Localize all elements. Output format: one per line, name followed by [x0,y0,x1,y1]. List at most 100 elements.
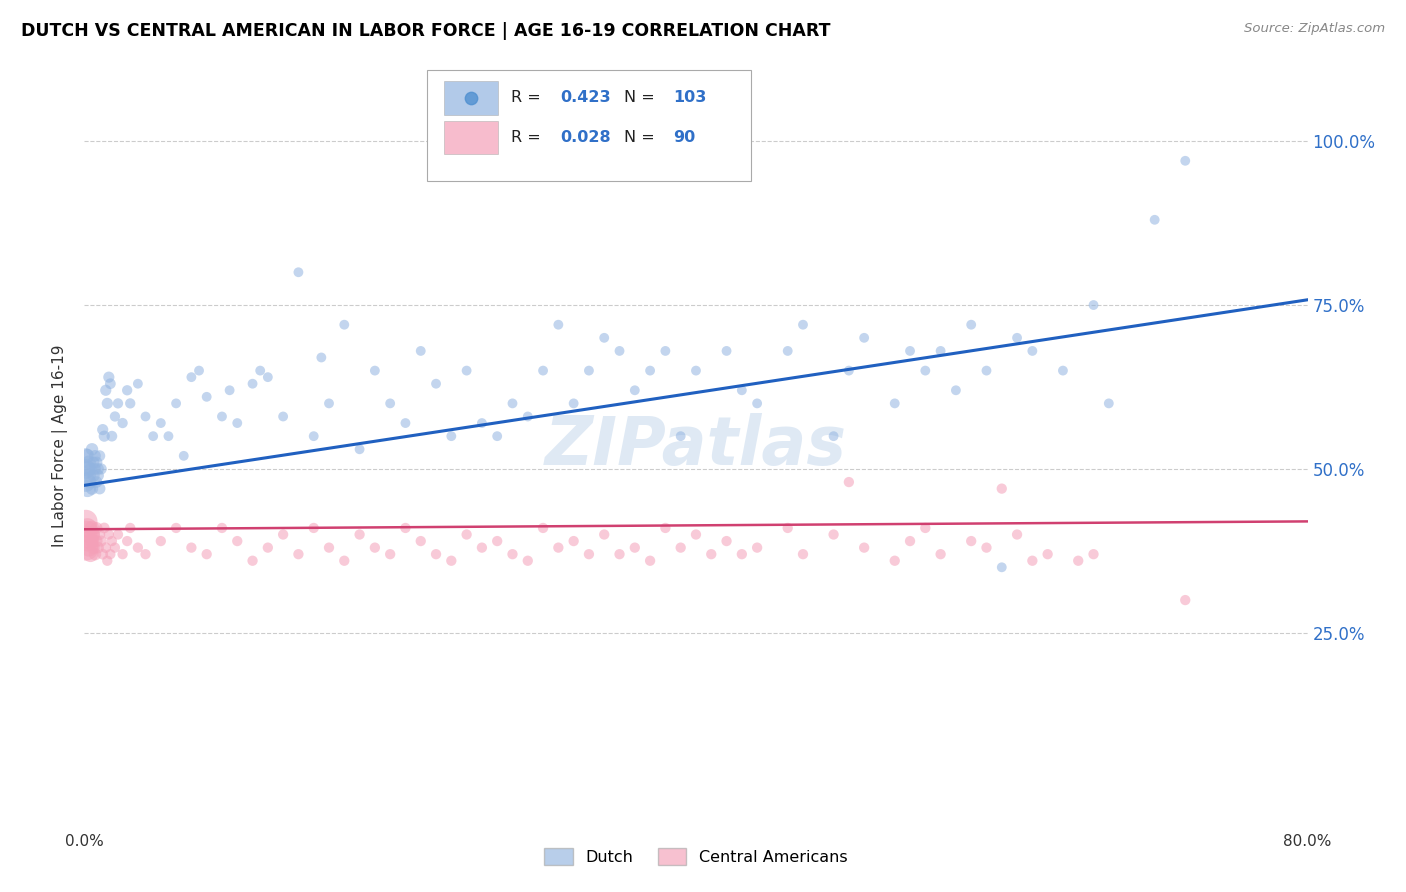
Point [83,455,105,469]
Point [101,429,124,443]
Point [914,521,936,535]
Point [91,423,114,437]
Point [89,527,111,541]
Point [87,468,110,483]
Point [94,541,117,555]
Point [97,370,120,384]
Point [302,521,325,535]
Point [669,429,692,443]
Point [135,547,157,561]
Point [127,376,149,391]
Point [165,396,187,410]
Point [104,541,127,555]
Point [211,521,233,535]
Point [120,521,142,535]
Point [883,554,905,568]
Point [86,455,108,469]
Point [349,527,371,541]
Point [731,547,754,561]
Point [76,462,98,476]
Point [94,384,117,398]
Point [84,462,107,476]
Legend: Dutch, Central Americans: Dutch, Central Americans [538,842,853,871]
Point [991,560,1014,574]
Point [333,554,356,568]
Text: 90: 90 [672,130,695,145]
FancyBboxPatch shape [444,81,498,114]
Point [380,547,402,561]
Point [83,527,105,541]
Point [107,396,129,410]
Point [90,534,112,549]
Point [700,547,723,561]
Point [311,351,333,365]
Point [425,547,447,561]
Point [638,363,661,377]
Point [502,547,524,561]
Point [929,343,952,358]
Point [93,521,115,535]
Point [83,468,105,483]
Point [165,521,187,535]
Point [75,462,97,476]
Point [195,390,218,404]
Point [562,396,585,410]
Point [226,534,249,549]
Point [364,363,387,377]
Point [87,541,110,555]
Point [456,527,478,541]
Point [111,547,134,561]
Point [1036,547,1059,561]
Text: DUTCH VS CENTRAL AMERICAN IN LABOR FORCE | AGE 16-19 CORRELATION CHART: DUTCH VS CENTRAL AMERICAN IN LABOR FORCE… [21,22,831,40]
Point [394,416,416,430]
Point [287,265,309,279]
Point [1067,554,1090,568]
Point [562,534,585,549]
Point [87,462,110,476]
Point [654,343,676,358]
Point [838,475,860,489]
Point [502,396,524,410]
Point [486,429,509,443]
Point [249,363,271,377]
Point [302,429,325,443]
Point [180,370,202,384]
Point [1174,593,1197,607]
Point [76,521,98,535]
Point [364,541,387,555]
Point [685,527,707,541]
Point [115,384,138,398]
Point [1083,547,1105,561]
Point [609,343,631,358]
Point [75,541,97,555]
Point [792,318,814,332]
Point [242,554,264,568]
Y-axis label: In Labor Force | Age 16-19: In Labor Force | Age 16-19 [52,344,69,548]
Point [89,449,111,463]
Point [823,429,845,443]
Point [318,396,340,410]
Point [976,541,998,555]
Point [624,541,647,555]
Point [716,534,738,549]
Point [747,396,769,410]
Point [75,449,97,463]
Point [96,396,118,410]
Point [96,554,118,568]
Point [1098,396,1121,410]
Point [195,547,218,561]
Text: 0.423: 0.423 [560,90,610,105]
Point [929,547,952,561]
Point [76,449,98,463]
Point [111,416,134,430]
Point [93,429,115,443]
Point [104,409,127,424]
Point [624,384,647,398]
Point [77,527,100,541]
Text: N =: N = [624,130,659,145]
Point [226,416,249,430]
Point [83,541,105,555]
FancyBboxPatch shape [427,70,751,181]
Point [823,527,845,541]
Point [593,527,616,541]
